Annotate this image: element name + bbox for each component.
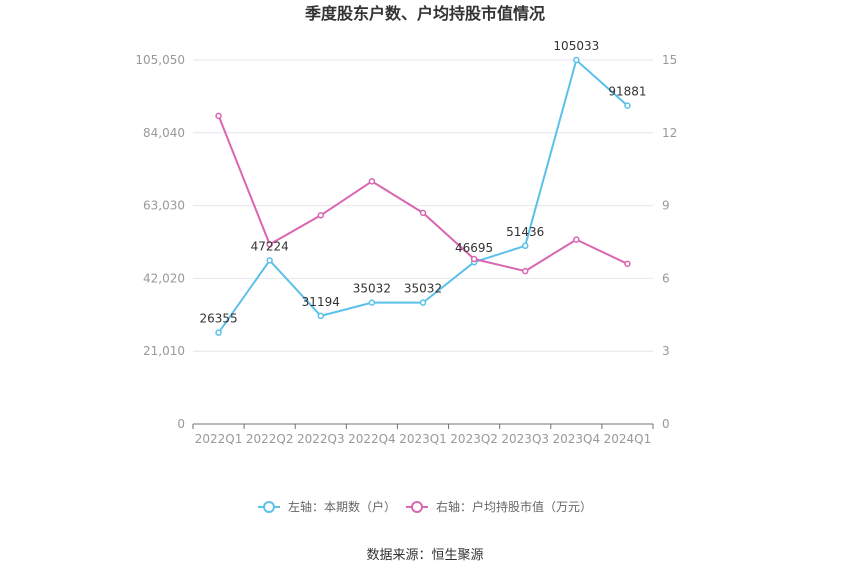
x-tick-label: 2023Q3	[501, 432, 549, 446]
right-tick-label: 3	[662, 344, 670, 358]
right-tick-label: 9	[662, 199, 670, 213]
data-point	[419, 299, 427, 306]
right-tick-label: 0	[662, 417, 670, 431]
data-point	[368, 299, 376, 306]
data-label: 105033	[553, 39, 599, 53]
left-tick-label: 42,020	[143, 271, 185, 285]
data-point	[521, 242, 529, 250]
data-point	[317, 312, 325, 320]
right-tick-label: 12	[662, 126, 677, 140]
data-label: 47224	[251, 239, 289, 253]
data-point	[419, 209, 427, 217]
data-point	[470, 255, 478, 263]
data-point	[573, 236, 580, 243]
data-labels: 26355 47224 31194 35032 35032 46695 51436 10503…	[199, 39, 646, 326]
data-point	[266, 257, 273, 264]
data-point	[624, 102, 631, 109]
x-tick-label: 2022Q3	[297, 432, 345, 446]
data-label: 35032	[353, 282, 391, 296]
right-tick-label: 6	[662, 271, 670, 285]
data-point	[266, 241, 273, 248]
x-tick-label: 2022Q4	[348, 432, 396, 446]
x-tick-label: 2023Q1	[399, 432, 447, 446]
gridlines	[193, 59, 653, 352]
data-point	[215, 112, 222, 120]
series-lines	[215, 56, 631, 336]
legend-label: 右轴：户均持股市值（万元）	[436, 499, 592, 514]
left-tick-label: 84,040	[143, 126, 185, 140]
x-tick-label: 2022Q2	[246, 432, 294, 446]
left-tick-label: 63,030	[143, 199, 185, 213]
x-tick-label: 2023Q2	[450, 432, 498, 446]
chart-title: 季度股东户数、户均持股市值情况	[304, 4, 545, 23]
data-source: 数据来源：恒生聚源	[366, 548, 483, 563]
legend-label: 左轴：本期数（户）	[288, 499, 396, 514]
data-point	[215, 329, 222, 336]
right-tick-label: 15	[662, 53, 677, 67]
x-tick-label: 2023Q4	[553, 432, 601, 446]
data-label: 35032	[404, 282, 442, 296]
left-tick-label: 0	[177, 417, 185, 431]
x-tick-label: 2022Q1	[195, 432, 243, 446]
data-label: 51436	[506, 225, 544, 239]
legend-marker	[263, 501, 275, 513]
data-label: 26355	[199, 312, 237, 326]
left-tick-label: 21,010	[143, 344, 185, 358]
axes: 0 21,010 42,020 63,030 84,040 105,050 0 3 6 9 12 15…	[135, 53, 677, 446]
data-label: 91881	[608, 85, 646, 99]
data-point	[368, 178, 376, 185]
data-point	[317, 212, 325, 219]
data-point	[521, 267, 529, 275]
data-label: 46695	[455, 241, 493, 255]
data-label: 31194	[302, 295, 340, 309]
left-tick-label: 105,050	[135, 53, 185, 67]
data-point	[573, 56, 580, 64]
x-tick-label: 2024Q1	[604, 432, 652, 446]
legend-marker	[411, 501, 423, 513]
legend: 左轴：本期数（户） 右轴：户均持股市值（万元）	[258, 499, 592, 514]
data-point	[624, 260, 631, 268]
